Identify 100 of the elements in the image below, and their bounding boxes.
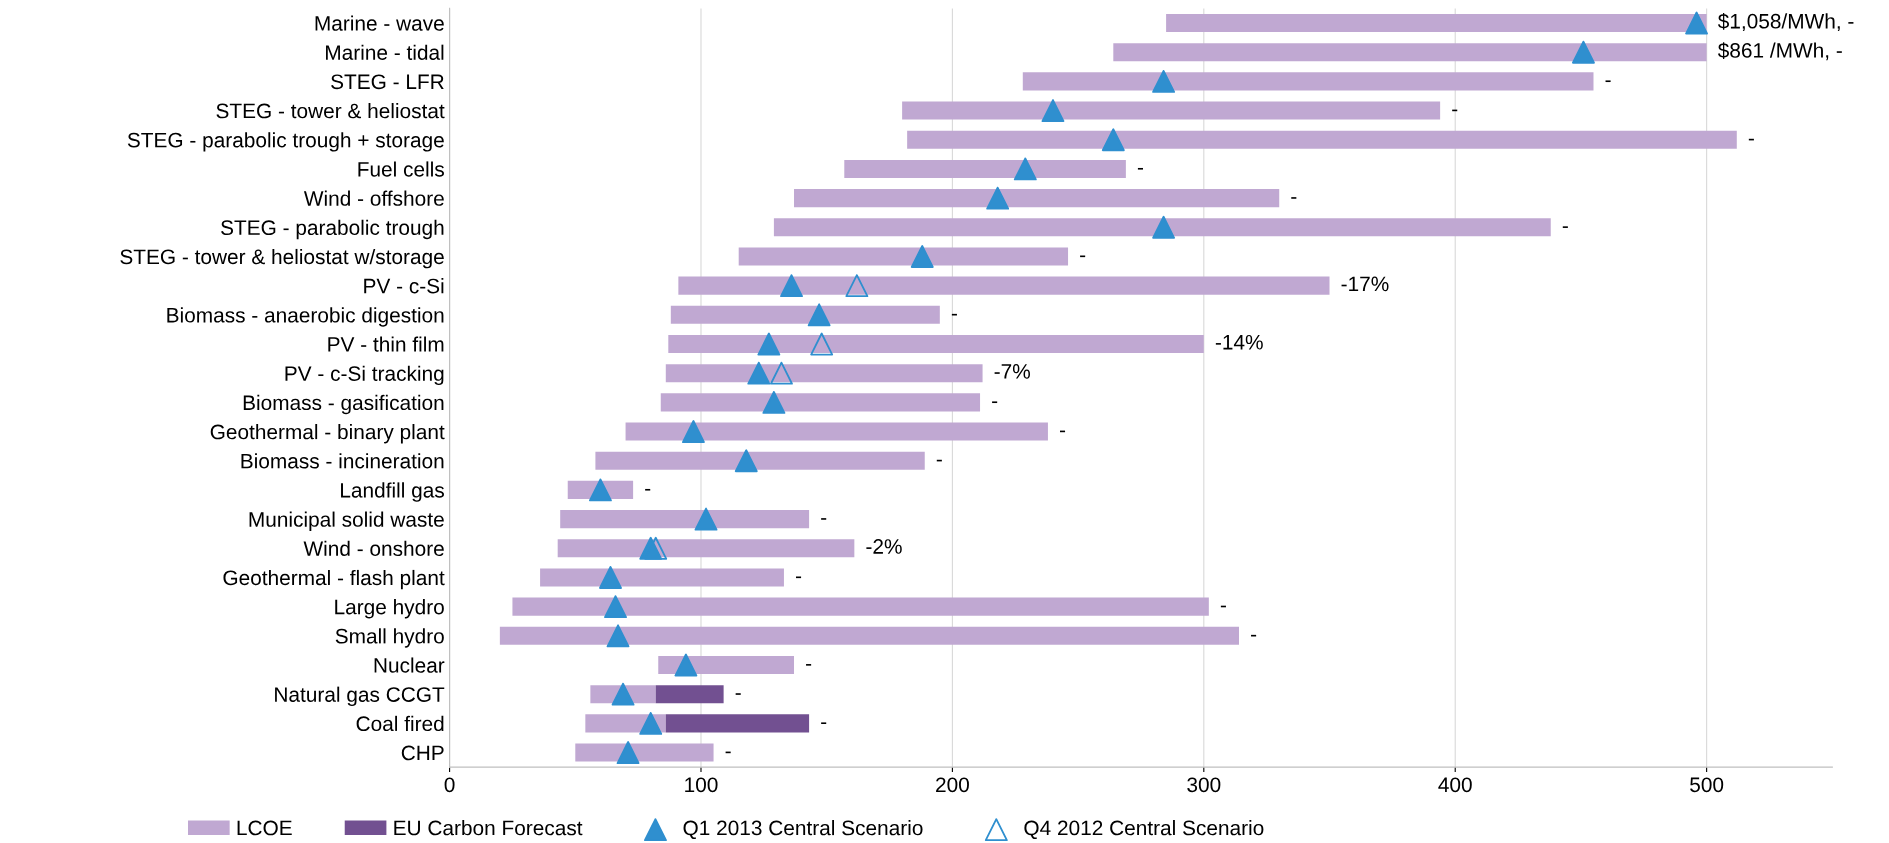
y-tick-label: CHP	[401, 745, 444, 761]
point	[747, 361, 771, 385]
annotation: -	[951, 313, 957, 316]
bar	[560, 510, 810, 529]
annotation: -	[725, 751, 731, 754]
bar	[670, 305, 940, 324]
bar	[1022, 72, 1594, 91]
point	[639, 711, 663, 735]
point	[616, 741, 640, 764]
annotation: -	[1251, 634, 1257, 637]
point	[1152, 215, 1176, 239]
bar	[665, 714, 810, 733]
point	[682, 420, 705, 443]
y-tick-label: STEG - parabolic trough + storage	[127, 132, 444, 152]
bar	[902, 101, 1441, 120]
y-tick-label: PV - c-Si	[364, 278, 444, 294]
annotation: -	[1748, 138, 1754, 141]
annotation: -2%	[866, 539, 902, 554]
point	[807, 303, 831, 327]
annotation: $1,058/MWh, -	[1717, 12, 1854, 32]
bar	[773, 218, 1551, 237]
y-tick-label: Fuel cells	[358, 161, 444, 177]
annotation: -	[1137, 167, 1143, 170]
y-tick-label: Marine - tidal	[326, 44, 444, 60]
x-tick-label: 500	[1690, 777, 1724, 793]
y-tick-label: Municipal solid waste	[249, 511, 444, 531]
annotation: -	[1059, 430, 1066, 433]
annotation: -14%	[1215, 334, 1263, 350]
y-tick-label: Landfill gas	[341, 482, 444, 502]
annotation: -	[735, 693, 741, 695]
x-tick-label: 400	[1438, 777, 1472, 793]
point	[1571, 40, 1595, 64]
point	[694, 507, 718, 531]
bar	[1113, 43, 1707, 62]
y-tick-label: Wind - onshore	[303, 540, 444, 557]
annotation: -	[992, 401, 998, 404]
point	[910, 245, 934, 268]
y-tick-label: STEG - parabolic trough	[221, 219, 444, 240]
point	[1101, 128, 1125, 152]
y-tick-label: Biomass - anaerobic digestion	[167, 307, 444, 327]
bar	[595, 451, 925, 470]
legend-label: Q1 2013 Central Scenario	[683, 820, 923, 840]
annotation: -17%	[1341, 276, 1389, 292]
x-tick-label: 300	[1187, 777, 1221, 793]
y-tick-label: Coal fired	[356, 715, 444, 732]
annotation: -	[821, 722, 827, 725]
point	[757, 332, 781, 356]
bar	[512, 597, 1209, 616]
y-tick-label: Marine - wave	[315, 15, 444, 31]
point	[644, 536, 668, 560]
bar	[575, 743, 714, 762]
point	[674, 653, 698, 677]
point	[762, 390, 786, 414]
y-tick-label: PV - thin film	[328, 336, 444, 352]
bar	[907, 130, 1737, 149]
annotation: -	[645, 488, 651, 491]
annotation: -	[1220, 605, 1226, 608]
y-tick-label: Biomass - gasification	[243, 394, 444, 415]
y-tick-label: STEG - LFR	[331, 74, 444, 90]
point	[604, 595, 627, 619]
bar	[658, 655, 795, 675]
bar	[678, 276, 1330, 295]
y-tick-label: STEG - tower & heliostat w/storage	[120, 248, 444, 269]
point	[780, 274, 803, 298]
annotation: -	[1452, 109, 1458, 112]
bar	[1166, 13, 1707, 33]
bar	[738, 247, 1069, 266]
legend-label: Q4 2012 Central Scenario	[1024, 820, 1264, 840]
annotation: -	[821, 518, 827, 520]
legend-label: LCOE	[237, 820, 292, 836]
y-tick-label: Large hydro	[335, 599, 444, 619]
point	[770, 361, 793, 385]
point	[606, 624, 630, 648]
y-tick-label: Wind - offshore	[303, 190, 444, 206]
annotation: -	[806, 664, 812, 666]
annotation: -	[1562, 226, 1568, 228]
bar	[557, 539, 855, 558]
y-tick-label: Geothermal - flash plant	[223, 569, 445, 590]
y-tick-label: PV - c-Si tracking	[285, 365, 444, 386]
y-tick-label: Natural gas CCGT	[275, 686, 445, 707]
y-tick-label: Nuclear	[374, 657, 445, 673]
annotation: -	[936, 459, 942, 462]
y-tick-label: STEG - tower & heliostat	[216, 103, 445, 119]
point	[599, 566, 622, 589]
annotation: $861 /MWh, -	[1717, 42, 1842, 61]
point	[810, 332, 834, 356]
legend-label: EU Carbon Forecast	[394, 820, 583, 836]
bar	[794, 189, 1280, 208]
point	[734, 449, 758, 473]
annotation: -	[1291, 197, 1297, 199]
annotation: -	[1080, 255, 1086, 258]
bar	[668, 334, 1204, 354]
annotation: -	[795, 576, 802, 579]
x-tick-label: 100	[685, 777, 718, 793]
x-tick-label: 0	[444, 777, 455, 793]
bar	[540, 568, 784, 587]
y-tick-label: Biomass - incineration	[241, 453, 444, 469]
point	[1041, 99, 1065, 122]
point	[1152, 69, 1176, 93]
bar	[844, 159, 1126, 178]
